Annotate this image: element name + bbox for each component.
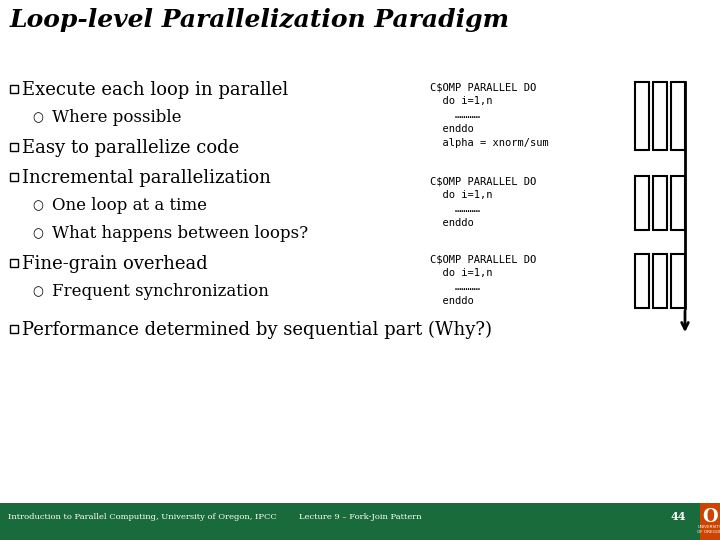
Bar	[653, 254, 667, 308]
Text: …………: …………	[430, 110, 480, 120]
Text: Performance determined by sequential part (Why?): Performance determined by sequential par…	[22, 321, 492, 339]
Bar	[671, 176, 685, 230]
Text: alpha = xnorm/sum: alpha = xnorm/sum	[430, 138, 549, 148]
Bar	[700, 503, 720, 540]
Text: Execute each loop in parallel: Execute each loop in parallel	[22, 81, 288, 99]
Text: Introduction to Parallel Computing, University of Oregon, IPCC: Introduction to Parallel Computing, Univ…	[8, 513, 276, 521]
Text: C$OMP PARALLEL DO: C$OMP PARALLEL DO	[430, 176, 536, 186]
Text: One loop at a time: One loop at a time	[52, 198, 207, 214]
Text: C$OMP PARALLEL DO: C$OMP PARALLEL DO	[430, 254, 536, 264]
Text: ○: ○	[32, 111, 43, 125]
Bar	[10, 143, 18, 151]
Bar	[10, 85, 18, 93]
Bar	[10, 325, 18, 333]
Text: Easy to parallelize code: Easy to parallelize code	[22, 139, 239, 157]
Text: C$OMP PARALLEL DO: C$OMP PARALLEL DO	[430, 82, 536, 92]
Bar	[0, 503, 685, 540]
Text: 44: 44	[670, 511, 685, 523]
Bar	[685, 503, 705, 540]
Bar	[653, 82, 667, 150]
Text: Fine-grain overhead: Fine-grain overhead	[22, 255, 208, 273]
Text: UNIVERSITY
OF OREGON: UNIVERSITY OF OREGON	[698, 525, 720, 534]
Text: Frequent synchronization: Frequent synchronization	[52, 284, 269, 300]
Text: ○: ○	[32, 199, 43, 213]
Bar	[653, 176, 667, 230]
Text: do i=1,n: do i=1,n	[430, 96, 492, 106]
Text: Loop-level Parallelization Paradigm: Loop-level Parallelization Paradigm	[10, 8, 510, 32]
Bar	[10, 259, 18, 267]
Text: What happens between loops?: What happens between loops?	[52, 226, 308, 242]
Text: do i=1,n: do i=1,n	[430, 268, 492, 278]
Bar	[671, 82, 685, 150]
Text: …………: …………	[430, 282, 480, 292]
Text: do i=1,n: do i=1,n	[430, 190, 492, 200]
Bar	[10, 173, 18, 181]
Text: ○: ○	[32, 286, 43, 299]
Text: Where possible: Where possible	[52, 110, 181, 126]
Text: enddo: enddo	[430, 218, 474, 228]
Text: O: O	[702, 508, 718, 526]
Bar	[635, 254, 649, 308]
Text: enddo: enddo	[430, 124, 474, 134]
Text: Lecture 9 – Fork-Join Pattern: Lecture 9 – Fork-Join Pattern	[299, 513, 421, 521]
Text: …………: …………	[430, 204, 480, 214]
Text: Incremental parallelization: Incremental parallelization	[22, 169, 271, 187]
Bar	[671, 254, 685, 308]
Bar	[635, 82, 649, 150]
Text: ○: ○	[32, 227, 43, 240]
Bar	[635, 176, 649, 230]
Text: enddo: enddo	[430, 296, 474, 306]
